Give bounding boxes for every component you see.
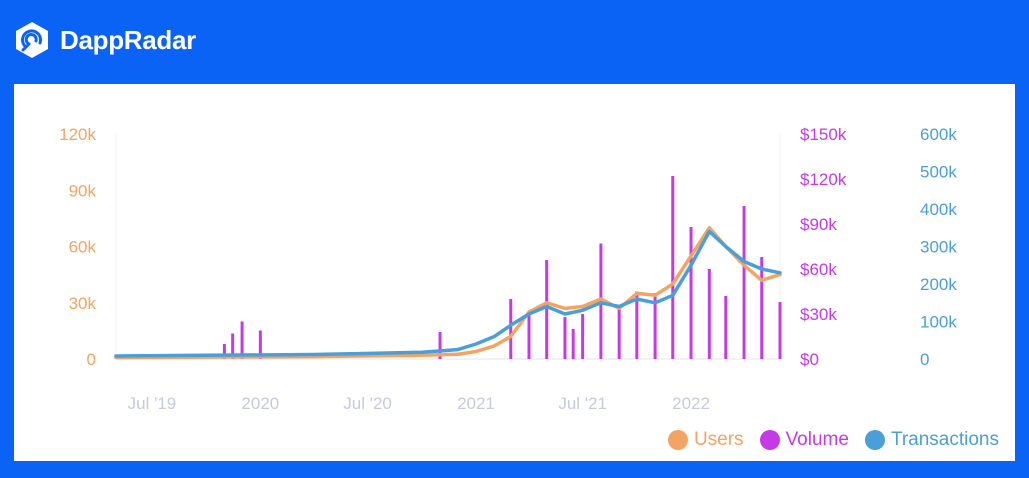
tick-label-volume: $30k — [800, 305, 837, 324]
legend-dot-users — [667, 430, 688, 450]
x-tick-label: 2020 — [241, 394, 279, 413]
x-tick-label: 2022 — [672, 394, 710, 413]
tick-label-users: 90k — [69, 181, 97, 200]
x-tick-label: Jul '20 — [343, 394, 392, 413]
brand-name: DappRadar — [60, 25, 196, 55]
transactions-series — [114, 229, 782, 358]
tick-labels: 0 30k 60k 90k 120k $0 $30k $60k $90k $120k $150k 0 1… — [59, 125, 957, 413]
volume-series — [114, 176, 782, 359]
transactions-line — [114, 229, 782, 358]
tick-label-transactions: 200k — [920, 275, 957, 294]
x-tick-label: Jul '19 — [128, 394, 177, 413]
users-series — [114, 226, 782, 360]
tick-label-users: 120k — [59, 125, 96, 144]
chart-legend: Users Volume Transactions — [667, 429, 999, 451]
tick-label-volume: $0 — [800, 350, 819, 369]
brand: DappRadar — [14, 20, 196, 60]
legend-item-transactions[interactable]: Transactions — [864, 429, 999, 451]
legend-dot-transactions — [864, 430, 885, 450]
activity-chart: 0 30k 60k 90k 120k $0 $30k $60k $90k $120k $150k 0 1… — [59, 125, 957, 413]
users-line — [114, 226, 782, 360]
tick-label-transactions: 300k — [920, 238, 957, 257]
tick-label-volume: $150k — [800, 125, 847, 144]
tick-label-volume: $90k — [800, 215, 837, 234]
chart-panel: 0 30k 60k 90k 120k $0 $30k $60k $90k $120k $150k 0 1… — [14, 84, 1015, 461]
tick-label-volume: $120k — [800, 170, 847, 189]
x-tick-label: Jul '21 — [558, 394, 607, 413]
tick-label-transactions: 400k — [920, 200, 957, 219]
legend-label-users: Users — [693, 429, 744, 450]
legend-label-volume: Volume — [785, 429, 849, 450]
tick-label-users: 60k — [69, 238, 97, 257]
tick-label-transactions: 0 — [920, 350, 929, 369]
tick-label-volume: $60k — [800, 260, 837, 279]
tick-label-transactions: 500k — [920, 163, 957, 182]
dappradar-logo-icon — [16, 22, 48, 58]
tick-label-transactions: 100k — [920, 313, 957, 332]
legend-label-transactions: Transactions — [890, 429, 999, 450]
x-tick-label: 2021 — [457, 394, 495, 413]
legend-item-users[interactable]: Users — [667, 429, 744, 451]
legend-item-volume[interactable]: Volume — [759, 429, 849, 451]
tick-label-transactions: 600k — [920, 125, 957, 144]
chart-axes — [115, 134, 781, 360]
tick-label-users: 30k — [69, 294, 97, 313]
legend-dot-volume — [759, 430, 780, 450]
tick-label-users: 0 — [87, 350, 96, 369]
